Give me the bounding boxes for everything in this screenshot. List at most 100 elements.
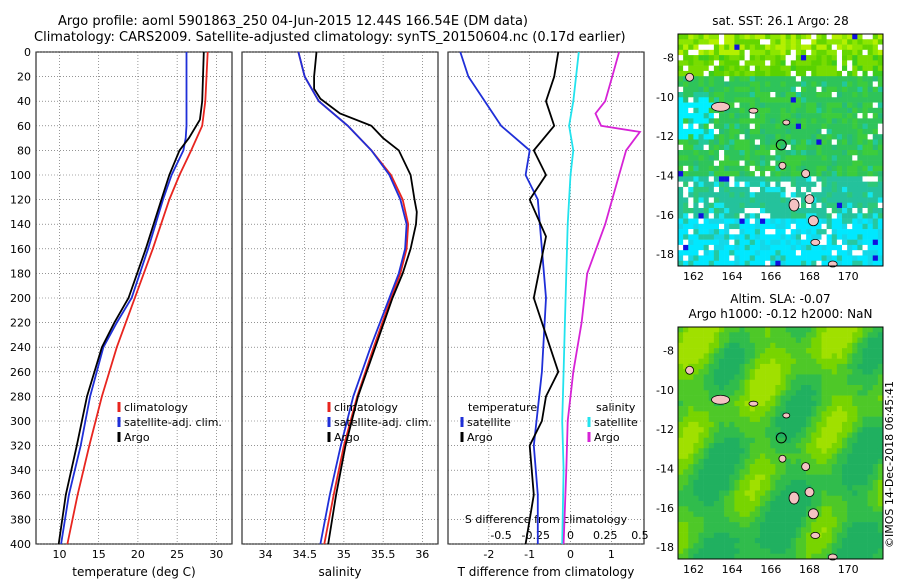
map-cell <box>775 379 781 386</box>
map-cell <box>729 160 735 167</box>
map-cell <box>708 65 715 72</box>
map-cell <box>821 495 827 502</box>
map-cell <box>867 548 874 555</box>
map-cell <box>842 134 848 140</box>
map-cell <box>847 511 853 518</box>
map-cell <box>877 229 884 235</box>
map-cell <box>729 76 735 82</box>
map-cell <box>790 390 797 396</box>
map-cell <box>683 250 689 256</box>
map-cell <box>729 448 735 454</box>
map-cell <box>857 369 863 375</box>
map-cell <box>754 134 761 140</box>
map-cell <box>754 150 761 156</box>
map-cell <box>872 186 879 193</box>
map-cell <box>749 218 756 225</box>
map-cell <box>734 123 740 130</box>
map-cell <box>836 44 843 51</box>
map-cell <box>862 485 868 491</box>
map-cell <box>826 107 833 114</box>
map-cell <box>770 464 776 470</box>
map-cell <box>703 171 710 177</box>
map-cell <box>852 406 858 412</box>
map-cell <box>693 128 699 135</box>
map-cell <box>826 92 833 98</box>
map-cell <box>683 406 689 412</box>
map-cell <box>729 155 735 161</box>
map-cell <box>816 448 822 454</box>
map-cell <box>826 385 833 391</box>
map-cell <box>724 171 730 177</box>
map-cell <box>867 202 874 209</box>
map-cell <box>678 385 684 391</box>
map-cell <box>724 60 730 66</box>
map-cell <box>693 76 699 82</box>
map-cell <box>770 160 776 167</box>
map-cell <box>795 92 802 98</box>
map-cell <box>770 522 776 528</box>
map-cell <box>857 218 863 225</box>
map-cell <box>857 458 863 465</box>
map-cell <box>826 165 833 172</box>
map-cell <box>811 469 817 475</box>
map-cell <box>739 490 745 497</box>
map-cell <box>749 34 756 40</box>
map-cell <box>729 250 735 256</box>
map-cell <box>852 229 858 235</box>
map-cell <box>857 390 863 396</box>
map-cell <box>847 34 853 40</box>
map-cell <box>780 553 786 560</box>
map-cell <box>760 516 766 523</box>
map-cell <box>785 128 792 135</box>
map-cell <box>683 192 689 198</box>
map-cell <box>703 44 710 51</box>
map-cell <box>867 511 874 518</box>
map-cell <box>867 229 874 235</box>
map-cell <box>801 400 807 407</box>
map-cell <box>744 390 751 396</box>
map-cell <box>857 107 863 114</box>
map-cell <box>729 390 735 396</box>
map-cell <box>857 118 863 124</box>
map-cell <box>816 123 822 130</box>
map-cell <box>698 197 704 204</box>
map-cell <box>719 511 725 518</box>
map-cell <box>729 176 735 182</box>
map-cell <box>836 516 843 523</box>
map-cell <box>872 102 879 109</box>
map-cell <box>749 553 756 560</box>
map-cell <box>708 516 715 523</box>
map-cell <box>816 363 822 370</box>
map-cell <box>698 128 704 135</box>
map-cell <box>770 102 776 109</box>
map-cell <box>836 474 843 481</box>
map-cell <box>703 553 710 560</box>
map-cell <box>826 181 833 188</box>
map-y-tick-label: -14 <box>656 463 674 476</box>
map-cell <box>760 171 766 177</box>
map-cell <box>765 353 771 359</box>
map-cell <box>780 353 786 359</box>
map-cell <box>719 342 725 349</box>
map-cell <box>749 363 756 370</box>
map-cell <box>785 395 792 402</box>
map-cell <box>806 39 812 45</box>
map-cell <box>816 427 822 433</box>
map-cell <box>719 234 725 240</box>
map-cell <box>765 197 771 204</box>
map-cell <box>683 260 689 267</box>
map-cell <box>749 70 756 77</box>
map-cell <box>801 97 807 103</box>
map-cell <box>765 432 771 439</box>
map-cell <box>831 532 838 539</box>
map-cell <box>724 260 730 267</box>
map-cell <box>744 458 751 465</box>
y-tick-label: 40 <box>17 95 31 108</box>
map-cell <box>847 527 853 533</box>
map-cell <box>734 155 740 161</box>
map-cell <box>785 70 792 77</box>
map-cell <box>867 165 874 172</box>
map-cell <box>826 390 833 396</box>
map-cell <box>744 44 751 51</box>
map-cell <box>683 134 689 140</box>
